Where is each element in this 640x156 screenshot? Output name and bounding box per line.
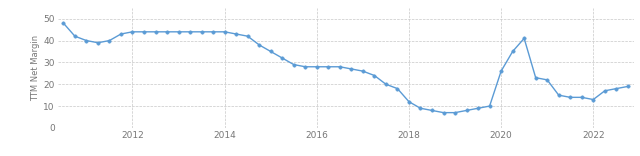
Y-axis label: TTM Net Margin: TTM Net Margin [31,35,40,101]
